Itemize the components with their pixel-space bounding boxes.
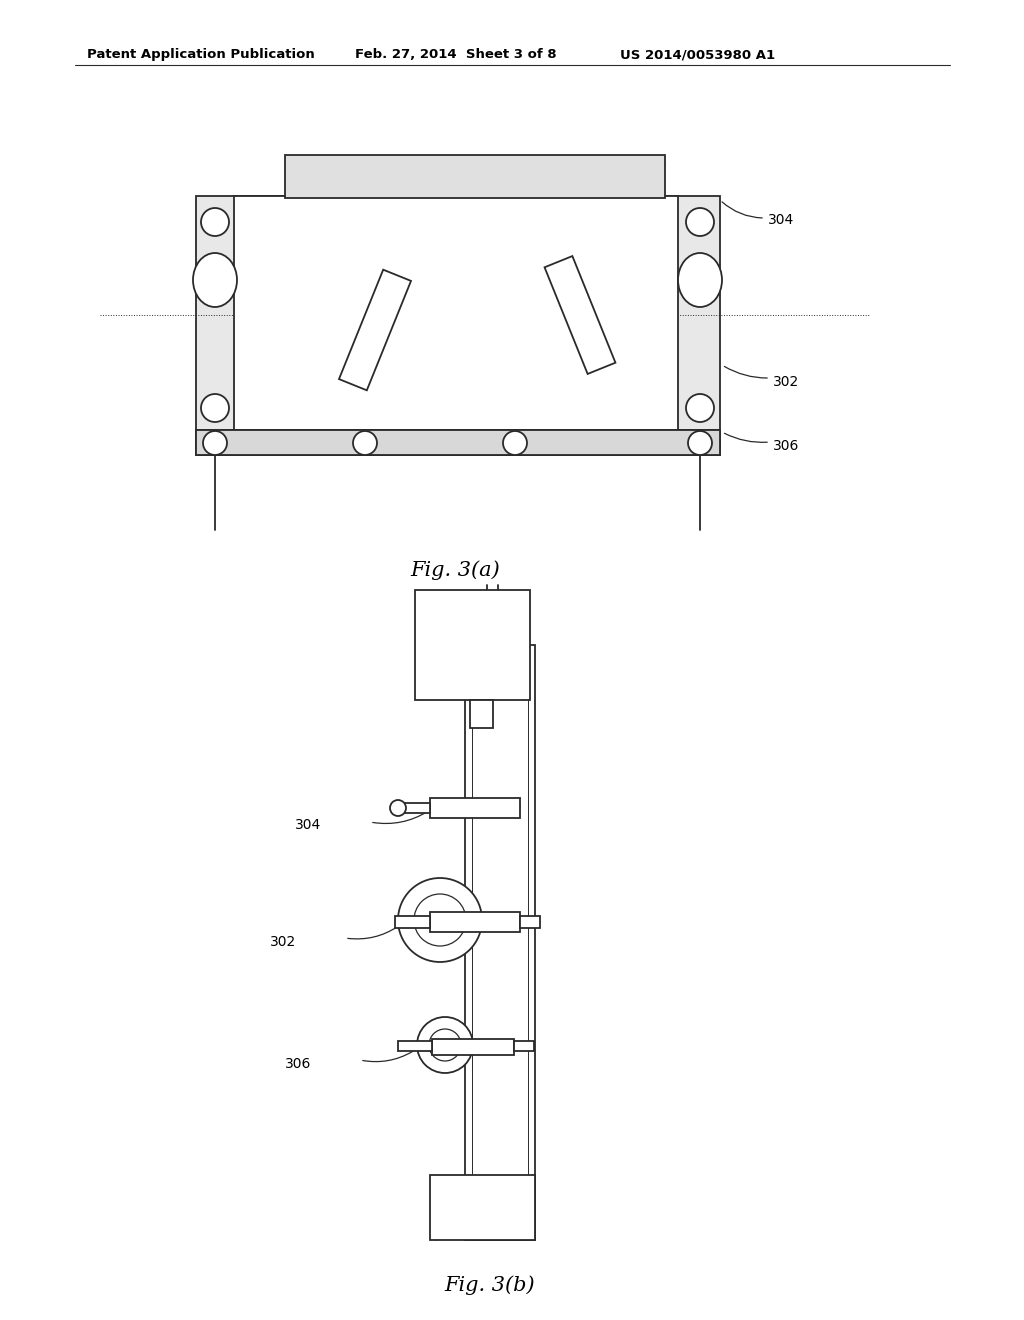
- Ellipse shape: [193, 253, 237, 308]
- Bar: [415, 590, 530, 700]
- Circle shape: [414, 894, 466, 946]
- Bar: [430, 1175, 535, 1239]
- Bar: [520, 916, 540, 928]
- Circle shape: [429, 1030, 461, 1061]
- Circle shape: [417, 1016, 473, 1073]
- Text: Fig. 3(a): Fig. 3(a): [411, 560, 500, 579]
- Bar: [430, 912, 520, 932]
- Circle shape: [353, 432, 377, 455]
- Bar: [234, 195, 678, 430]
- Text: 306: 306: [285, 1057, 311, 1071]
- Circle shape: [390, 800, 406, 816]
- Text: 304: 304: [768, 213, 795, 227]
- Text: US 2014/0053980 A1: US 2014/0053980 A1: [620, 48, 775, 61]
- Text: 302: 302: [773, 375, 800, 389]
- Circle shape: [398, 878, 482, 962]
- Bar: [196, 430, 720, 455]
- Bar: [514, 1041, 534, 1051]
- Text: 302: 302: [270, 935, 296, 949]
- Bar: [465, 645, 535, 1239]
- Bar: [395, 916, 430, 928]
- Circle shape: [503, 432, 527, 455]
- Circle shape: [686, 393, 714, 422]
- Bar: [196, 195, 720, 455]
- Bar: [398, 1041, 432, 1051]
- Bar: [470, 700, 493, 729]
- Text: 306: 306: [773, 440, 800, 453]
- Polygon shape: [339, 269, 411, 391]
- Circle shape: [201, 393, 229, 422]
- Bar: [430, 799, 520, 818]
- Text: Feb. 27, 2014  Sheet 3 of 8: Feb. 27, 2014 Sheet 3 of 8: [355, 48, 557, 61]
- Bar: [285, 154, 665, 198]
- Circle shape: [203, 432, 227, 455]
- Text: Fig. 3(b): Fig. 3(b): [444, 1275, 536, 1295]
- Text: 304: 304: [295, 818, 322, 832]
- Circle shape: [688, 432, 712, 455]
- Polygon shape: [545, 256, 615, 374]
- Circle shape: [686, 209, 714, 236]
- Bar: [400, 803, 430, 813]
- Bar: [432, 1039, 514, 1055]
- Circle shape: [201, 209, 229, 236]
- Ellipse shape: [678, 253, 722, 308]
- Text: Patent Application Publication: Patent Application Publication: [87, 48, 314, 61]
